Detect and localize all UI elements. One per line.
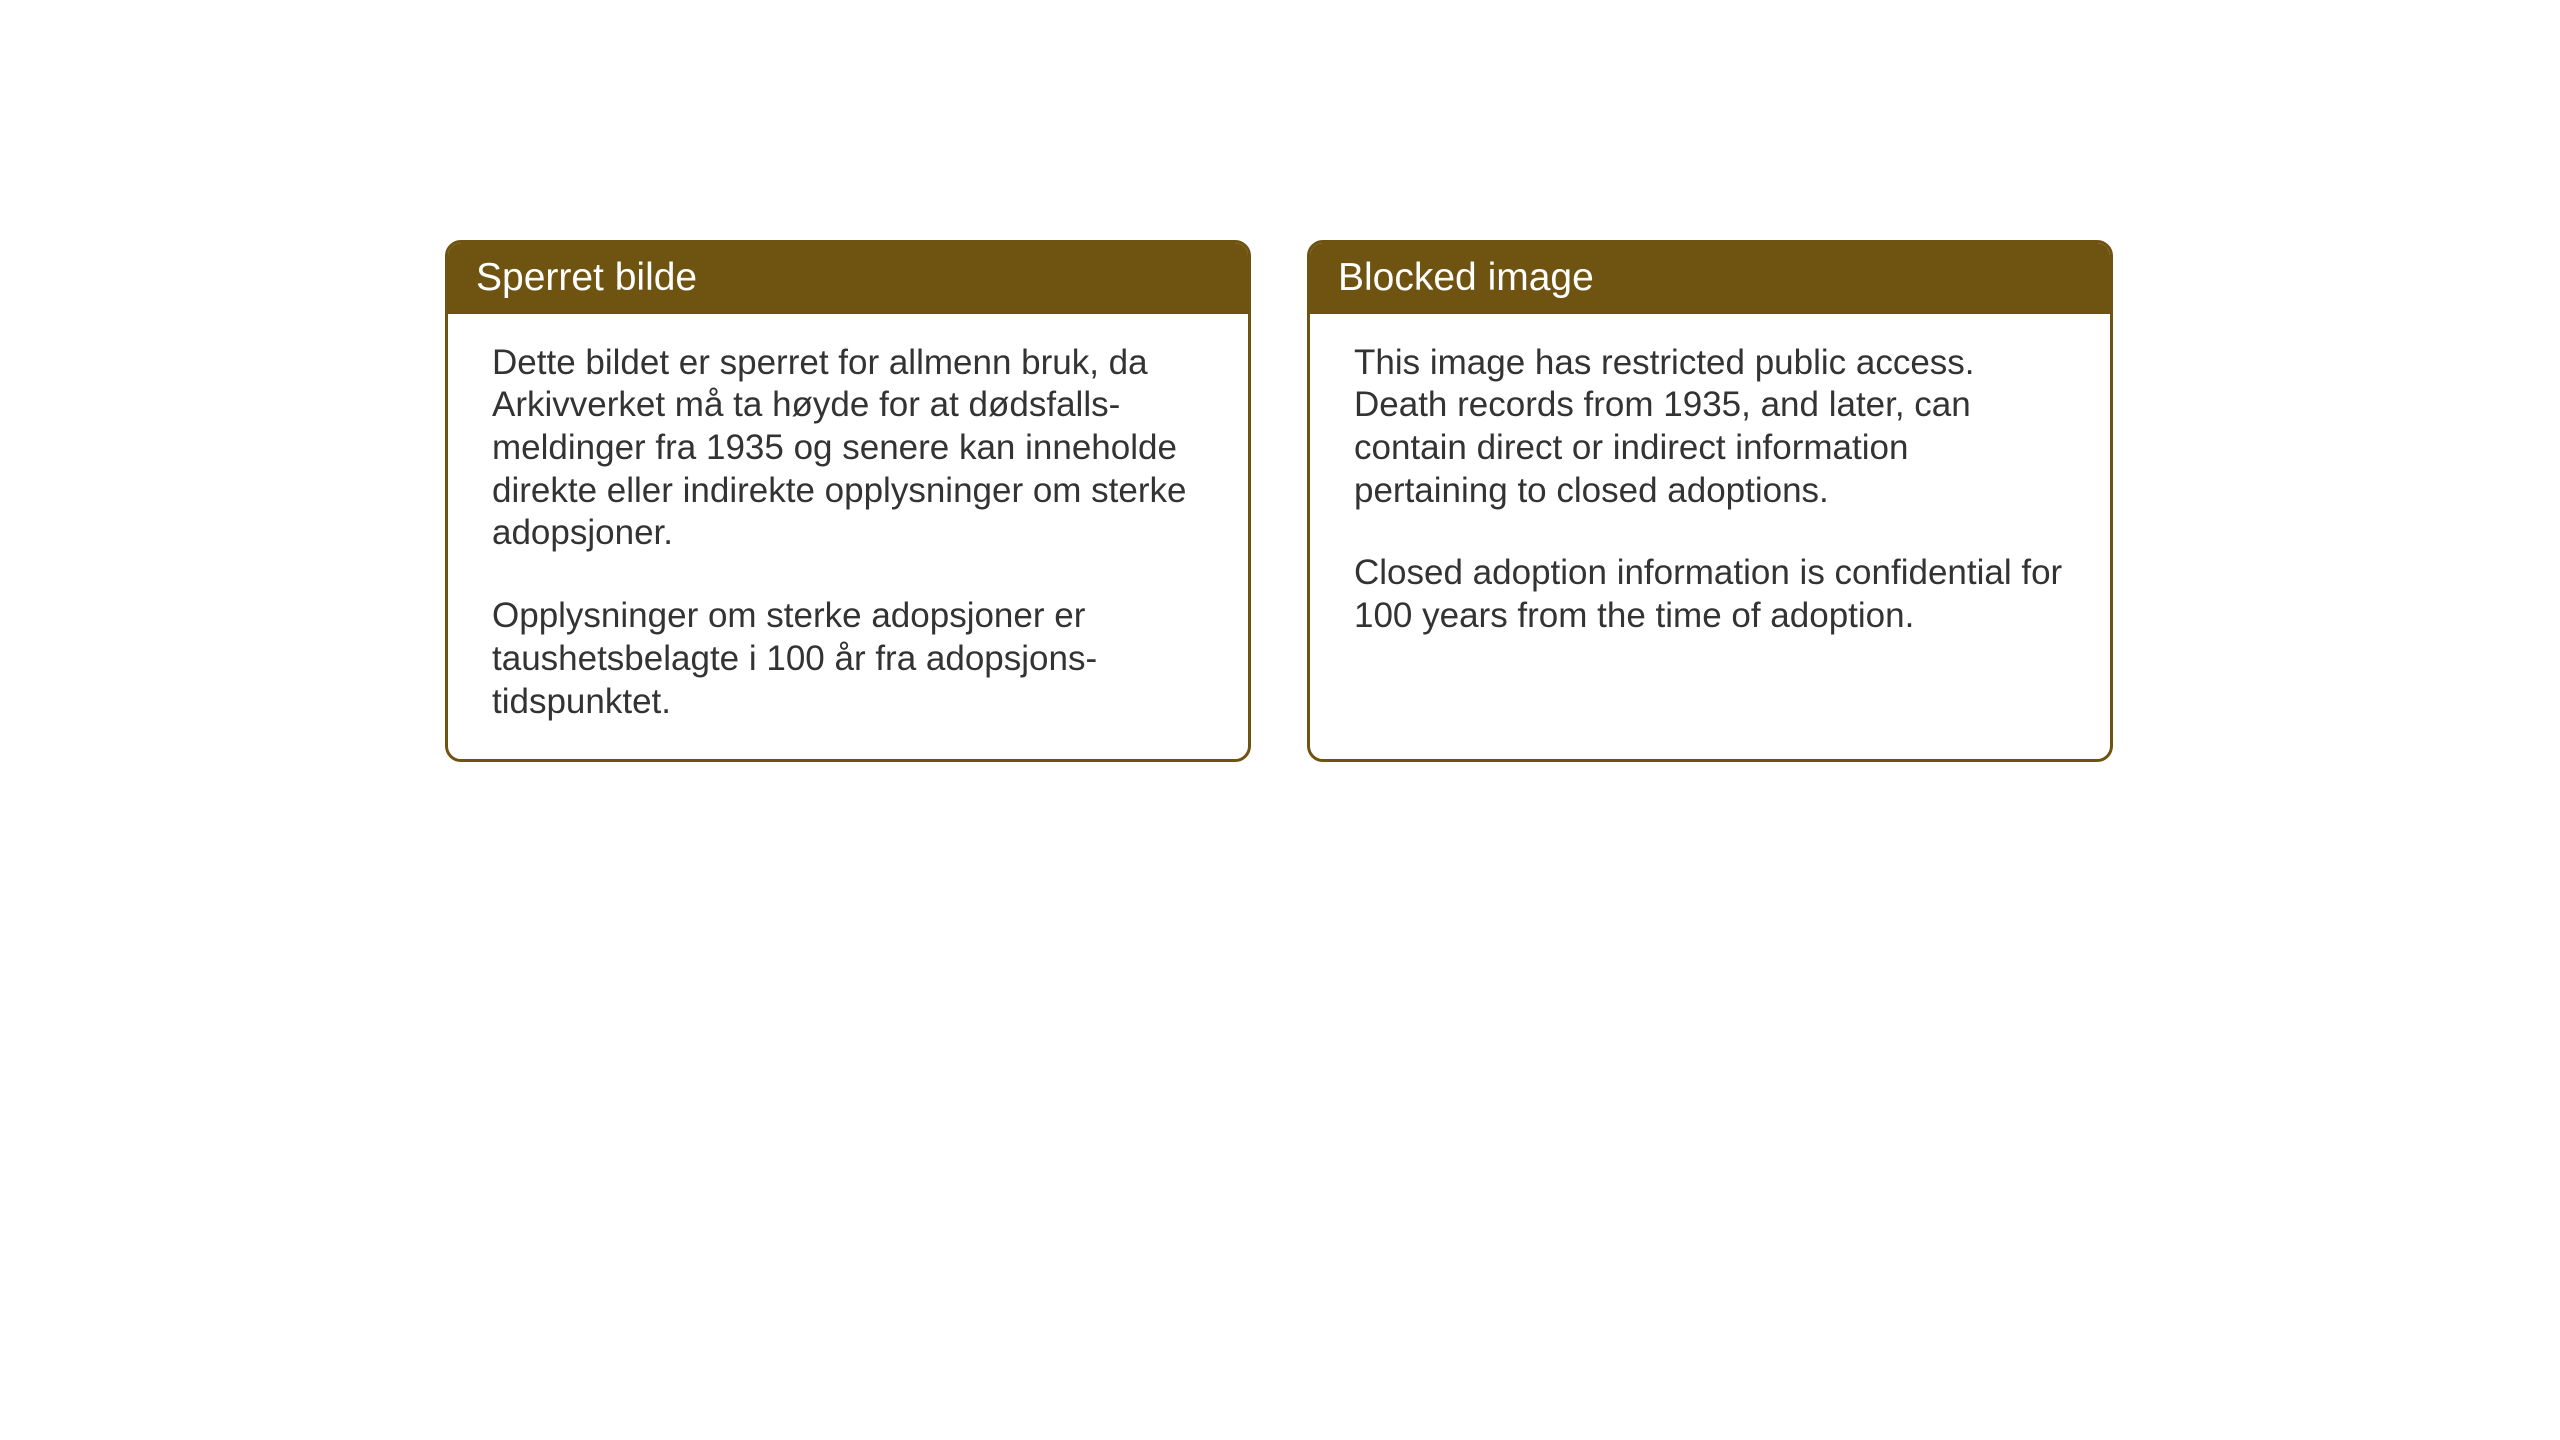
card-header-english: Blocked image [1310, 243, 2110, 314]
card-paragraph-1: Dette bildet er sperret for allmenn bruk… [492, 342, 1204, 555]
card-paragraph-2: Opplysninger om sterke adopsjoner er tau… [492, 595, 1204, 723]
card-paragraph-1: This image has restricted public access.… [1354, 342, 2066, 513]
card-body-norwegian: Dette bildet er sperret for allmenn bruk… [448, 314, 1248, 760]
blocked-image-card-norwegian: Sperret bilde Dette bildet er sperret fo… [445, 240, 1251, 762]
card-title: Sperret bilde [476, 256, 697, 299]
blocked-image-card-english: Blocked image This image has restricted … [1307, 240, 2113, 762]
card-paragraph-2: Closed adoption information is confident… [1354, 552, 2066, 637]
card-title: Blocked image [1338, 256, 1594, 299]
card-body-english: This image has restricted public access.… [1310, 314, 2110, 706]
notice-cards-container: Sperret bilde Dette bildet er sperret fo… [445, 240, 2113, 762]
card-header-norwegian: Sperret bilde [448, 243, 1248, 314]
